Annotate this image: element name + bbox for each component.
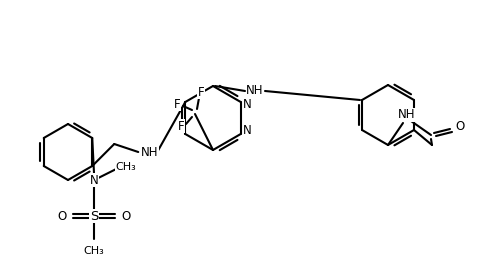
Text: CH₃: CH₃ xyxy=(116,162,136,172)
Text: F: F xyxy=(174,97,181,110)
Text: CH₃: CH₃ xyxy=(84,246,105,256)
Text: O: O xyxy=(58,209,67,222)
Text: S: S xyxy=(90,209,98,222)
Text: N: N xyxy=(244,125,252,138)
Text: N: N xyxy=(244,98,252,112)
Text: O: O xyxy=(122,209,131,222)
Text: NH: NH xyxy=(140,146,158,159)
Text: NH: NH xyxy=(246,85,264,97)
Text: F: F xyxy=(178,119,185,132)
Text: O: O xyxy=(455,120,465,134)
Text: F: F xyxy=(198,85,204,98)
Text: NH: NH xyxy=(398,109,416,122)
Text: N: N xyxy=(90,174,99,187)
